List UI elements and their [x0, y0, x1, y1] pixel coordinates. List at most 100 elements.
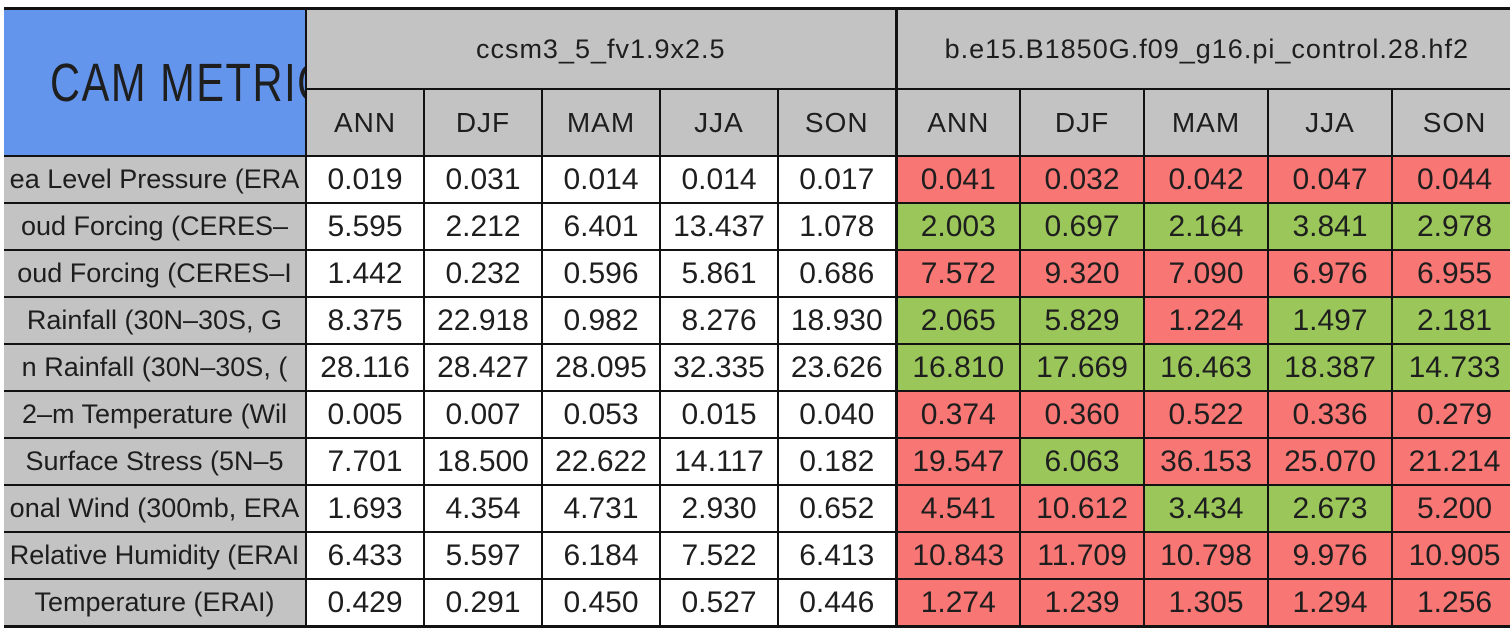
model2-value: 9.976: [1267, 531, 1394, 580]
model1-value: 0.232: [423, 249, 543, 298]
model1-value: 0.007: [423, 390, 543, 439]
model2-value: 0.042: [1143, 155, 1270, 204]
model2-value: 5.200: [1391, 484, 1510, 533]
model2-value: 16.463: [1143, 343, 1270, 392]
model2-value: 2.673: [1267, 484, 1394, 533]
model1-value: 28.095: [541, 343, 661, 392]
model2-value: 21.214: [1391, 437, 1510, 486]
model1-season-djf: DJF: [423, 88, 543, 157]
corner-title: CAM METRICS: [50, 52, 304, 113]
model1-value: 1.693: [305, 484, 425, 533]
model1-value: 0.596: [541, 249, 661, 298]
metric-label-text: onal Wind (300mb, ERA: [9, 493, 300, 523]
metrics-table-stage: CAM METRICS ccsm3_5_fv1.9x2.5 b.e15.B185…: [4, 7, 1510, 628]
metric-label-text: Surface Stress (5N–5: [25, 446, 284, 476]
metric-row: 2–m Temperature (Wil 0.005 0.007 0.053 0…: [4, 390, 1510, 439]
model1-value: 0.053: [541, 390, 661, 439]
model2-season-son: SON: [1391, 88, 1510, 157]
model1-value: 1.442: [305, 249, 425, 298]
metric-row: ea Level Pressure (ERA 0.019 0.031 0.014…: [4, 155, 1510, 204]
model1-value: 22.918: [423, 296, 543, 345]
model1-value: 0.040: [776, 390, 898, 439]
model2-value: 1.256: [1391, 578, 1510, 628]
model1-value: 13.437: [659, 202, 779, 251]
model1-value: 0.014: [541, 155, 661, 204]
metric-label: n Rainfall (30N–30S, (: [4, 343, 307, 392]
model2-value: 10.843: [894, 531, 1022, 580]
model2-value: 2.065: [894, 296, 1022, 345]
cam-metrics-table: CAM METRICS ccsm3_5_fv1.9x2.5 b.e15.B185…: [4, 7, 1510, 628]
model1-value: 7.701: [305, 437, 425, 486]
model1-value: 5.595: [305, 202, 425, 251]
metric-row: onal Wind (300mb, ERA 1.693 4.354 4.731 …: [4, 484, 1510, 533]
metric-label: ea Level Pressure (ERA: [4, 155, 307, 204]
model2-value: 3.434: [1143, 484, 1270, 533]
model2-value: 16.810: [894, 343, 1022, 392]
model2-value: 1.294: [1267, 578, 1394, 628]
model1-season-mam: MAM: [541, 88, 661, 157]
model1-value: 2.930: [659, 484, 779, 533]
model1-value: 0.446: [776, 578, 898, 628]
model2-value: 6.976: [1267, 249, 1394, 298]
metric-row: oud Forcing (CERES–I 1.442 0.232 0.596 5…: [4, 249, 1510, 298]
metric-label: 2–m Temperature (Wil: [4, 390, 307, 439]
model2-value: 3.841: [1267, 202, 1394, 251]
model2-value: 10.612: [1019, 484, 1146, 533]
metric-row: n Rainfall (30N–30S, ( 28.116 28.427 28.…: [4, 343, 1510, 392]
model2-season-mam: MAM: [1143, 88, 1270, 157]
model1-value: 0.527: [659, 578, 779, 628]
model1-value: 0.686: [776, 249, 898, 298]
metric-label: Relative Humidity (ERAI: [4, 531, 307, 580]
metric-row: Rainfall (30N–30S, G 8.375 22.918 0.982 …: [4, 296, 1510, 345]
model1-value: 0.019: [305, 155, 425, 204]
model2-value: 25.070: [1267, 437, 1394, 486]
model1-value: 23.626: [776, 343, 898, 392]
model1-value: 4.354: [423, 484, 543, 533]
model1-value: 0.291: [423, 578, 543, 628]
model2-value: 1.224: [1143, 296, 1270, 345]
model2-value: 0.044: [1391, 155, 1510, 204]
model1-value: 7.522: [659, 531, 779, 580]
model2-value: 0.522: [1143, 390, 1270, 439]
model2-value: 7.572: [894, 249, 1022, 298]
model1-value: 28.427: [423, 343, 543, 392]
model1-value: 28.116: [305, 343, 425, 392]
model1-value: 1.078: [776, 202, 898, 251]
model1-value: 2.212: [423, 202, 543, 251]
model2-value: 5.829: [1019, 296, 1146, 345]
metric-label: Surface Stress (5N–5: [4, 437, 307, 486]
metric-label: oud Forcing (CERES–: [4, 202, 307, 251]
model2-value: 0.279: [1391, 390, 1510, 439]
model2-season-djf: DJF: [1019, 88, 1146, 157]
metric-label-text: 2–m Temperature (Wil: [21, 399, 288, 429]
model1-value: 6.413: [776, 531, 898, 580]
model2-value: 7.090: [1143, 249, 1270, 298]
model1-season-jja: JJA: [659, 88, 779, 157]
model-header-row: CAM METRICS ccsm3_5_fv1.9x2.5 b.e15.B185…: [4, 7, 1510, 157]
model2-value: 10.905: [1391, 531, 1510, 580]
model1-value: 0.015: [659, 390, 779, 439]
metric-label-text: Rainfall (30N–30S, G: [26, 305, 283, 335]
model2-value: 1.274: [894, 578, 1022, 628]
model2-name: b.e15.B1850G.f09_g16.pi_control.28.hf2: [894, 7, 1510, 90]
model1-value: 6.184: [541, 531, 661, 580]
model1-value: 0.005: [305, 390, 425, 439]
model1-value: 8.375: [305, 296, 425, 345]
model2-value: 0.047: [1267, 155, 1394, 204]
model1-value: 0.429: [305, 578, 425, 628]
model1-value: 6.433: [305, 531, 425, 580]
metric-label-text: ea Level Pressure (ERA: [9, 164, 300, 194]
model2-value: 0.032: [1019, 155, 1146, 204]
model1-name: ccsm3_5_fv1.9x2.5: [304, 7, 898, 90]
metric-label-text: oud Forcing (CERES–I: [17, 258, 292, 288]
model2-value: 2.164: [1143, 202, 1270, 251]
corner-title-cell: CAM METRICS: [4, 7, 307, 157]
model2-value: 1.497: [1267, 296, 1394, 345]
model1-value: 22.622: [541, 437, 661, 486]
metric-row: oud Forcing (CERES– 5.595 2.212 6.401 13…: [4, 202, 1510, 251]
model2-value: 0.360: [1019, 390, 1146, 439]
model2-value: 0.374: [894, 390, 1022, 439]
model2-value: 36.153: [1143, 437, 1270, 486]
metric-row: Surface Stress (5N–5 7.701 18.500 22.622…: [4, 437, 1510, 486]
metric-label: Rainfall (30N–30S, G: [4, 296, 307, 345]
